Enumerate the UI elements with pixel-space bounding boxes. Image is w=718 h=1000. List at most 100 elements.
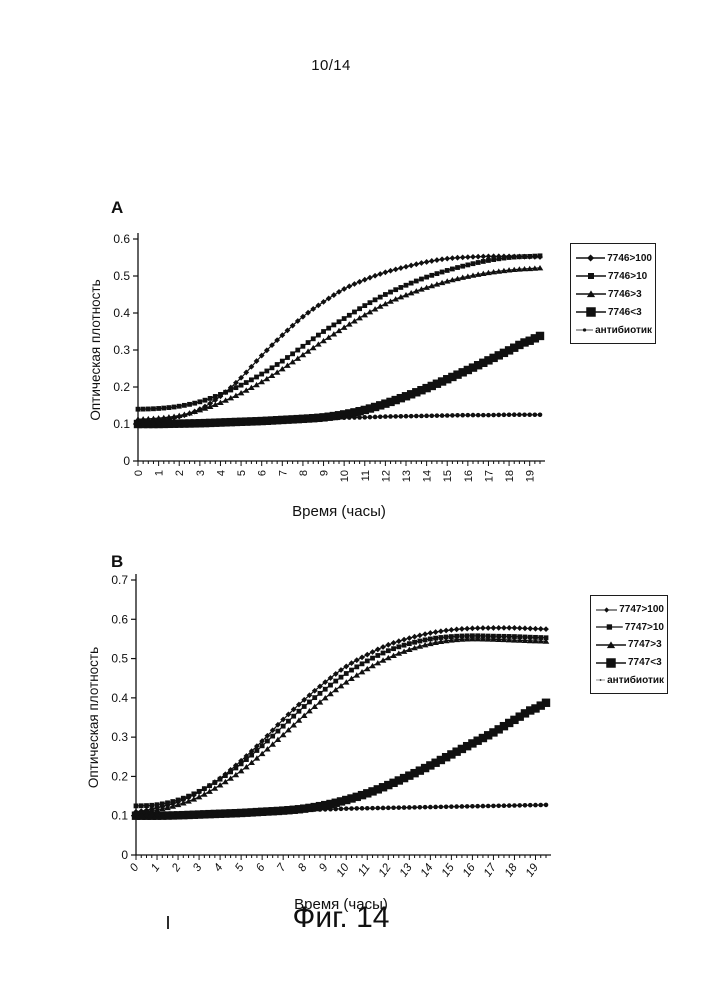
svg-text:0.4: 0.4 (111, 691, 128, 705)
legend-label: антибиотик (607, 674, 664, 686)
series- (135, 412, 543, 427)
series-7747-3 (132, 636, 550, 815)
legend-label: антибиотик (595, 324, 652, 336)
svg-text:17: 17 (482, 861, 500, 879)
svg-text:2: 2 (174, 470, 186, 476)
svg-text:4: 4 (215, 470, 227, 476)
svg-text:8: 8 (298, 470, 310, 476)
legend-item-7747-10: 7747>10 (596, 619, 664, 637)
svg-text:10: 10 (339, 470, 351, 482)
svg-text:0.6: 0.6 (113, 232, 130, 246)
circle-marker-icon (596, 679, 606, 682)
svg-text:0.3: 0.3 (113, 343, 130, 357)
legend-item-7746-100: 7746>100 (576, 249, 652, 267)
svg-text:0.2: 0.2 (113, 380, 130, 394)
legend-label: 7747>100 (619, 604, 664, 616)
series-7747-100 (133, 624, 549, 815)
svg-text:11: 11 (360, 470, 372, 481)
legend: 7746>100 7746>10 7746>3 7746<3 антибиотик (570, 243, 656, 344)
x-axis-title: Время (часы) (292, 503, 386, 520)
y-tick-labels: 0 0.1 0.2 0.3 0.4 0.5 0.6 (113, 232, 138, 468)
x-ticks (135, 855, 547, 860)
chart-a-canvas: 00.10.20.30.40.50.60 1 2 3 4 5 6 7 8 9 10 11 12 13 14 1… (88, 232, 545, 520)
svg-text:0.5: 0.5 (111, 652, 128, 666)
svg-text:15: 15 (442, 470, 454, 482)
svg-text:0: 0 (121, 848, 128, 862)
legend-label: 7746>100 (607, 252, 652, 264)
legend-item-: антибиотик (596, 671, 664, 689)
svg-text:5: 5 (233, 861, 247, 874)
svg-text:3: 3 (191, 861, 205, 874)
diamond-marker-icon (576, 254, 606, 262)
svg-text:8: 8 (296, 861, 310, 874)
svg-text:0.1: 0.1 (111, 809, 128, 823)
legend-label: 7746>10 (608, 270, 648, 282)
svg-text:0.5: 0.5 (113, 269, 130, 283)
svg-text:0: 0 (133, 470, 145, 476)
svg-text:7: 7 (277, 470, 289, 476)
svg-text:9: 9 (317, 861, 331, 874)
square-marker-icon (596, 624, 623, 631)
svg-text:5: 5 (236, 470, 248, 476)
x-tick-labels: 0 1 2 3 4 5 6 7 8 9 10 11 12 13 14 15 16 17 18 19 (128, 861, 541, 879)
legend-item-7746-10: 7746>10 (576, 267, 652, 285)
legend-item-7747-3: 7747>3 (596, 636, 664, 654)
series-7746-100 (135, 253, 543, 424)
svg-text:0.7: 0.7 (111, 573, 128, 587)
svg-text:0.3: 0.3 (111, 730, 128, 744)
svg-text:15: 15 (440, 861, 458, 879)
panel-label-b: B (111, 552, 124, 571)
chart-panel-b: B 0 0.1 0.2 0.3 0.4 0.5 0.6 0.7 0 1 2 3 4 5 6 7 8 9 10 11 12… (86, 548, 692, 924)
svg-text:18: 18 (504, 470, 516, 482)
svg-text:0.1: 0.1 (113, 417, 130, 431)
svg-text:6: 6 (254, 861, 268, 874)
chart-panel-a: A 0 0.1 0.2 0.3 0.4 0.5 0.6 0 1 2 3 4 5 6 7 8 9 10 11 12 13 1… (88, 196, 684, 530)
series- (133, 802, 549, 819)
legend-label: 7746<3 (608, 306, 642, 318)
svg-text:13: 13 (401, 470, 413, 482)
svg-text:12: 12 (377, 861, 395, 879)
chart-b-plot: 0 0.1 0.2 0.3 0.4 0.5 0.6 0.7 0 1 2 3 4 5 6 7 8 9 10 11 12 13… (86, 572, 570, 921)
svg-text:1: 1 (154, 470, 166, 476)
legend-item-: антибиотик (576, 321, 652, 339)
big-square-marker-icon (576, 307, 606, 317)
series-7747-10 (133, 633, 549, 809)
svg-text:9: 9 (319, 470, 331, 476)
chart-b-canvas: 00.10.20.30.40.50.60.70 1 2 3 4 5 6 7 8 9 10 11 12 13… (86, 573, 551, 913)
series-7746-10 (135, 253, 543, 412)
circle-marker-icon (576, 328, 594, 332)
legend: 7747>100 7747>10 7747>3 7747<3 антибиотик (590, 595, 668, 694)
legend-item-7746-3: 7746>3 (576, 285, 652, 303)
svg-text:12: 12 (380, 470, 392, 482)
svg-text:16: 16 (463, 470, 475, 482)
x-axis-title: Время (часы) (294, 896, 388, 913)
chart-a-plot: 0 0.1 0.2 0.3 0.4 0.5 0.6 0 1 2 3 4 5 6 7 8 9 10 11 12 13 14 1… (88, 222, 562, 529)
y-tick-labels: 0 0.1 0.2 0.3 0.4 0.5 0.6 0.7 (111, 573, 136, 862)
x-tick-labels: 0 1 2 3 4 5 6 7 8 9 10 11 12 13 14 15 16 17 18 19 (133, 470, 537, 482)
big-square-marker-icon (596, 657, 626, 668)
svg-text:2: 2 (169, 861, 183, 874)
triangle-marker-icon (596, 641, 626, 649)
svg-text:19: 19 (524, 861, 542, 879)
legend-item-7747-100: 7747>100 (596, 601, 664, 619)
svg-text:16: 16 (461, 861, 479, 879)
y-axis-title: Оптическая плотность (88, 279, 103, 420)
legend-label: 7747>10 (624, 621, 664, 633)
svg-text:10: 10 (335, 861, 353, 879)
diamond-marker-icon (596, 607, 618, 613)
svg-text:14: 14 (422, 470, 434, 482)
legend-label: 7746>3 (608, 288, 642, 300)
svg-text:0: 0 (128, 861, 142, 874)
panel-label-a: A (111, 198, 124, 217)
scan-artifact-mark (167, 916, 169, 929)
svg-text:18: 18 (503, 861, 521, 879)
legend-item-7747-3: 7747<3 (596, 654, 664, 672)
svg-text:4: 4 (212, 862, 226, 874)
y-axis-title: Оптическая плотность (86, 647, 101, 788)
svg-text:19: 19 (525, 470, 537, 482)
svg-text:3: 3 (195, 470, 207, 476)
triangle-marker-icon (576, 290, 606, 298)
svg-text:11: 11 (356, 862, 373, 879)
legend-label: 7747<3 (628, 657, 662, 669)
